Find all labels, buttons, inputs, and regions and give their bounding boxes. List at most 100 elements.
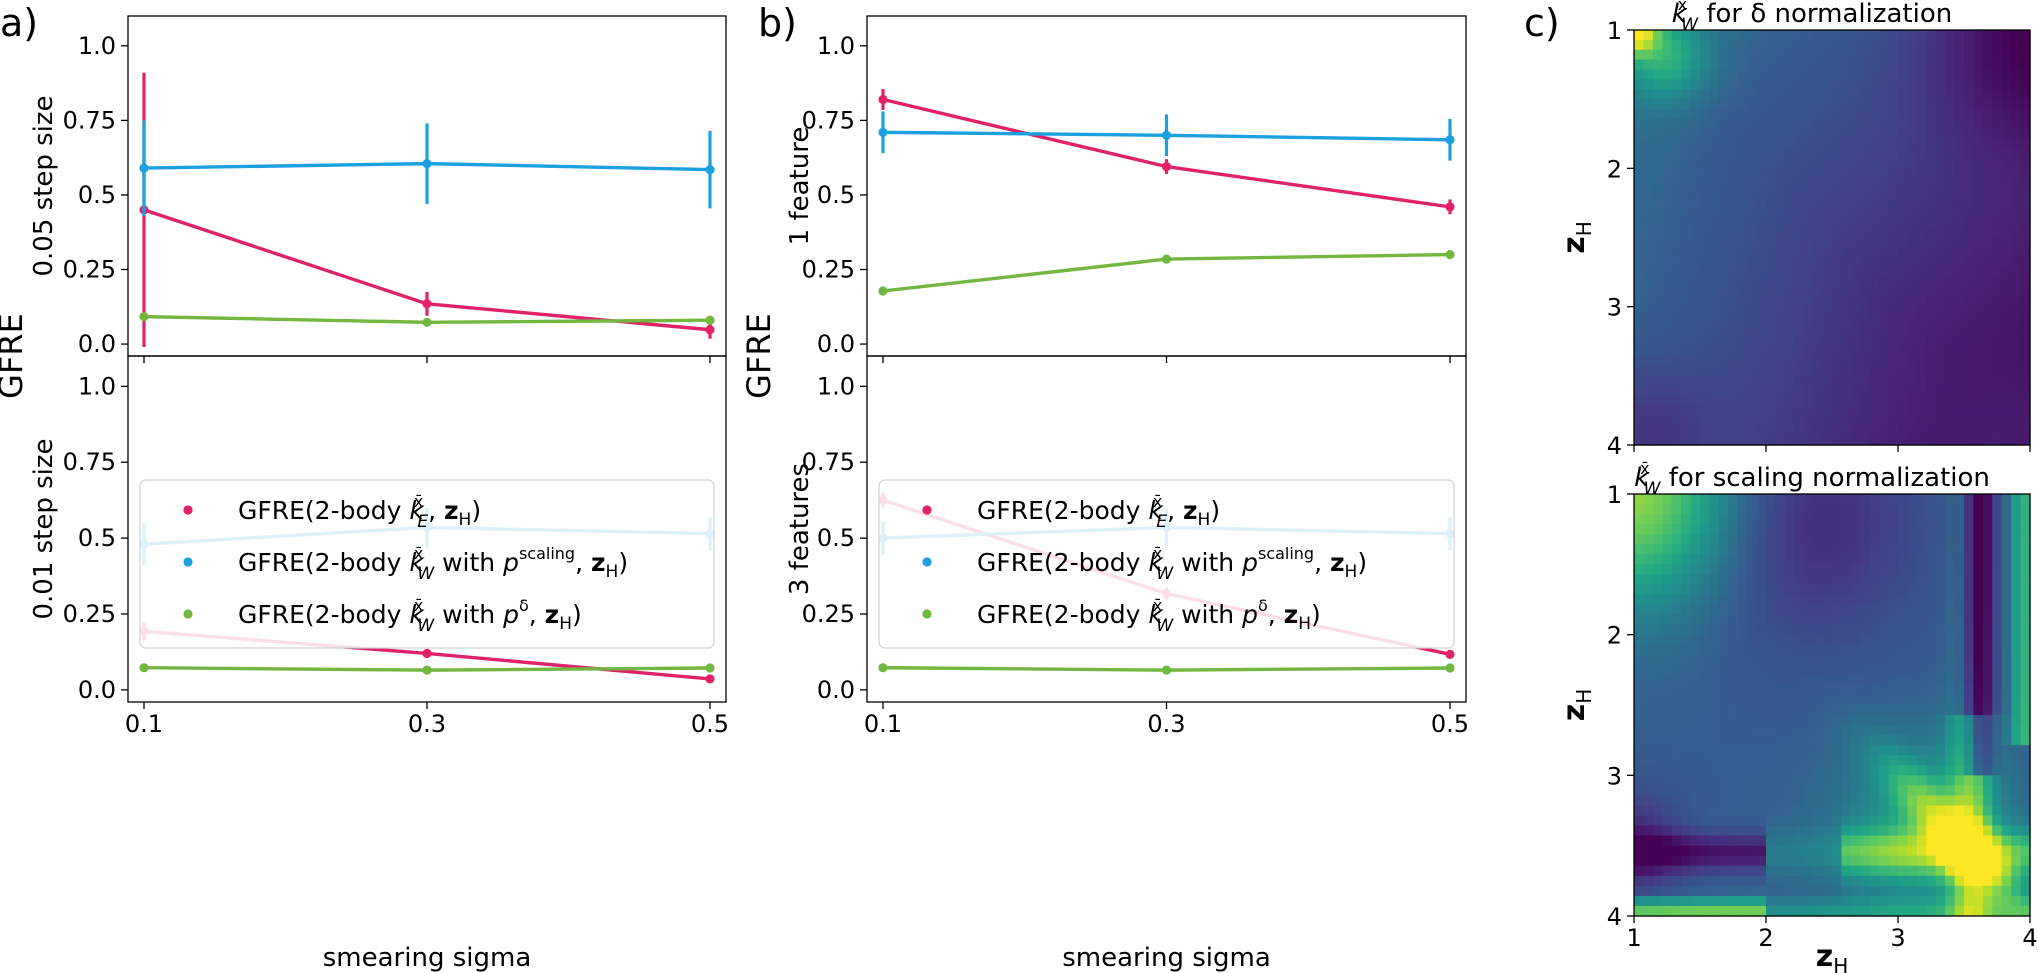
heatmap-cell (1709, 326, 1720, 337)
heatmap-cell (1737, 158, 1748, 169)
heatmap-cell (1709, 534, 1720, 545)
heatmap-cell (1945, 735, 1956, 746)
heatmap-cell (1841, 524, 1852, 535)
y-tick-label: 0.25 (802, 256, 855, 284)
heatmap-cell (1907, 624, 1918, 636)
heatmap-cell (1869, 49, 1880, 61)
heatmap-cell (1992, 188, 2003, 199)
heatmap-cell (1709, 895, 1720, 907)
heatmap-cell (1662, 375, 1673, 387)
heatmap-cell (1766, 267, 1777, 278)
heatmap-cell (1747, 634, 1758, 646)
heatmap-cell (1737, 336, 1748, 347)
heatmap-cell (1822, 905, 1833, 917)
heatmap-cell (1766, 197, 1777, 209)
heatmap-cell (1832, 855, 1843, 867)
heatmap-cell (1700, 69, 1711, 80)
heatmap-cell (2011, 39, 2022, 51)
heatmap-cell (1879, 494, 1890, 505)
heatmap-cell (1813, 306, 1824, 318)
heatmap-cell (1982, 905, 1993, 917)
heatmap-cell (1803, 207, 1814, 219)
heatmap-cell (1728, 49, 1739, 61)
heatmap-cell (1926, 654, 1937, 666)
heatmap-cell (1681, 59, 1692, 71)
heatmap-cell (1728, 158, 1739, 169)
heatmap-cell (1634, 385, 1645, 397)
heatmap-cell (1700, 435, 1711, 446)
legend-entry-2: GFRE(2-body kx̄ W with pscaling, zH) (922, 544, 1367, 584)
heatmap-cell (1709, 835, 1720, 847)
heatmap-cell (1973, 554, 1984, 565)
heatmap-cell (1747, 89, 1758, 100)
heatmap-cell (1916, 247, 1927, 258)
heatmap-cell (1907, 109, 1918, 120)
heatmap-cell (1973, 524, 1984, 535)
heatmap-cell (1747, 584, 1758, 596)
heatmap-cell (1690, 109, 1701, 120)
heatmap-cell (1992, 735, 2003, 746)
heatmap-cell (1945, 89, 1956, 100)
heatmap-cell (1964, 375, 1975, 387)
heatmap-cell (1879, 895, 1890, 907)
heatmap-cell (1935, 634, 1946, 646)
heatmap-cell (1737, 905, 1748, 917)
heatmap-cell (1992, 395, 2003, 407)
heatmap-cell (1982, 89, 1993, 100)
heatmap-cell (1803, 89, 1814, 100)
heatmap-cell (1737, 99, 1748, 110)
heatmap-cell (1822, 694, 1833, 706)
heatmap-cell (1634, 109, 1645, 120)
heatmap-cell (1784, 584, 1795, 596)
heatmap-cell (1964, 534, 1975, 545)
heatmap-cell (1718, 745, 1729, 756)
heatmap-cell (1841, 178, 1852, 189)
heatmap-cell (1888, 336, 1899, 347)
heatmap-cell (1869, 267, 1880, 278)
heatmap-cell (1652, 346, 1663, 357)
heatmap-cell (1813, 664, 1824, 676)
heatmap-cell (1813, 694, 1824, 706)
heatmap-cell (1832, 564, 1843, 575)
heatmap-cell (1718, 885, 1729, 897)
heatmap-cell (1832, 89, 1843, 100)
heatmap-cell (1662, 346, 1673, 357)
heatmap-cell (1935, 375, 1946, 387)
heatmap-cell (1982, 765, 1993, 776)
heatmap-cell (1926, 775, 1937, 786)
heatmap-cell (1756, 316, 1767, 328)
heatmap-cell (1907, 375, 1918, 387)
heatmap-cell (1945, 765, 1956, 776)
heatmap-cell (1747, 405, 1758, 416)
heatmap-cell (1718, 715, 1729, 726)
heatmap-cell (1747, 815, 1758, 827)
legend-entry-3: GFRE(2-body kx̄ W with pδ, zH) (922, 596, 1321, 636)
heatmap-cell (2011, 316, 2022, 328)
heatmap-cell (1935, 644, 1946, 656)
heatmap-cell (1794, 109, 1805, 120)
heatmap-cell (1973, 855, 1984, 867)
heatmap-cell (1662, 158, 1673, 169)
heatmap-cell (1850, 217, 1861, 229)
heatmap-cell (1756, 745, 1767, 756)
heatmap-cell (1850, 795, 1861, 807)
heatmap-cell (1652, 765, 1663, 776)
heatmap-cell (1982, 336, 1993, 347)
heatmap-cell (1935, 745, 1946, 756)
heatmap-cell (1992, 765, 2003, 776)
heatmap-cell (1879, 326, 1890, 337)
heatmap-cell (1935, 624, 1946, 636)
heatmap-cell (1766, 118, 1777, 130)
heatmap-cell (1766, 375, 1777, 387)
heatmap-cell (1681, 365, 1692, 377)
heatmap-cell (1907, 644, 1918, 656)
heatmap-cell (1916, 765, 1927, 776)
heatmap-cell (2011, 99, 2022, 110)
heatmap-cell (1879, 336, 1890, 347)
heatmap-cell (1662, 356, 1673, 367)
heatmap-cell (1907, 865, 1918, 877)
heatmap-cell (1841, 267, 1852, 278)
heatmap-cell (1652, 564, 1663, 575)
heatmap-cell (1634, 534, 1645, 545)
heatmap-cell (2011, 755, 2022, 766)
